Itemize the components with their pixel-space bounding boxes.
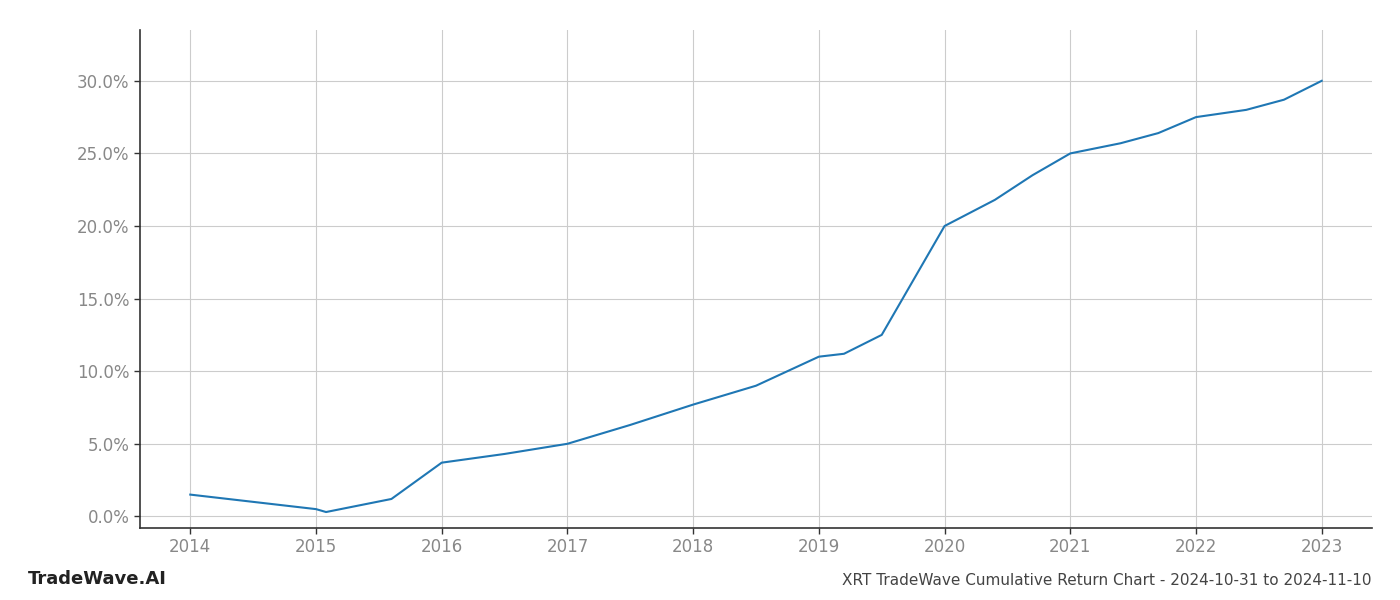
Text: TradeWave.AI: TradeWave.AI [28, 570, 167, 588]
Text: XRT TradeWave Cumulative Return Chart - 2024-10-31 to 2024-11-10: XRT TradeWave Cumulative Return Chart - … [843, 573, 1372, 588]
